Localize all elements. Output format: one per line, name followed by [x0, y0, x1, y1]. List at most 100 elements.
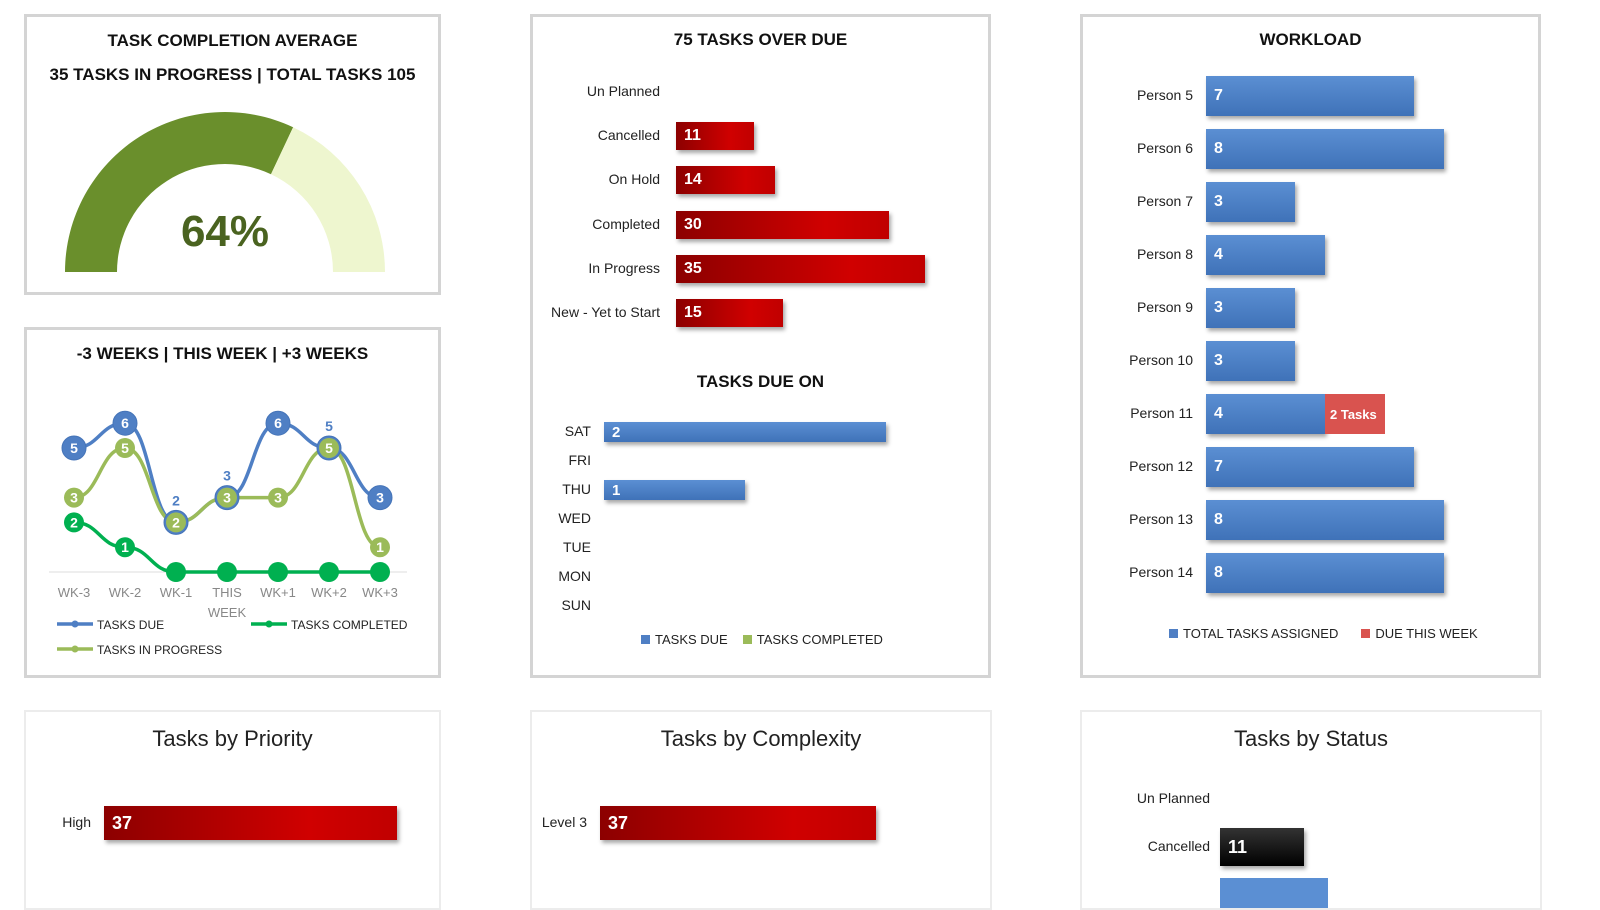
- category-label: Person 9: [1136, 299, 1193, 315]
- data-point: [367, 485, 393, 511]
- bar: 7: [1206, 76, 1415, 116]
- bar: 1: [604, 480, 745, 500]
- line-title: -3 WEEKS | THIS WEEK | +3 WEEKS: [76, 344, 369, 363]
- category-label: Person 14: [1129, 564, 1193, 580]
- bar: 4: [1206, 235, 1325, 275]
- legend-label: DUE THIS WEEK: [1375, 626, 1478, 641]
- bar: 15: [676, 299, 783, 327]
- legend-swatch: [641, 635, 650, 644]
- category-label: Person 7: [1136, 193, 1193, 209]
- legend-swatch: [742, 635, 752, 644]
- bar-value-label: 37: [112, 812, 133, 833]
- bar: 30: [676, 210, 889, 239]
- x-tick-label: THIS: [212, 585, 242, 600]
- category-label: Un Planned: [1136, 790, 1210, 806]
- bar-value-label: 3: [1214, 352, 1223, 369]
- data-label: 6: [121, 415, 129, 431]
- data-label: 3: [223, 490, 231, 506]
- gauge-filled-arc: [65, 111, 294, 272]
- legend-label: TASKS IN PROGRESS: [97, 643, 222, 657]
- data-label: 2: [172, 492, 180, 508]
- bar-value-label: 37: [608, 812, 629, 833]
- category-label: Un Planned: [586, 83, 660, 99]
- legend-label: TASKS DUE: [97, 618, 164, 632]
- data-label: 2: [70, 514, 78, 530]
- x-tick-label: WK-2: [109, 585, 142, 600]
- data-label: 5: [325, 440, 333, 456]
- bar: 37: [600, 806, 877, 840]
- category-label: SAT: [564, 423, 591, 439]
- data-point: [370, 562, 390, 582]
- category-label: In Progress: [588, 259, 660, 276]
- legend-label: TASKS DUE: [655, 632, 728, 647]
- legend-label: TASKS COMPLETED: [756, 632, 883, 647]
- category-label: On Hold: [608, 171, 660, 188]
- x-tick-label: WK+2: [311, 585, 347, 600]
- due-on-legend: TASKS DUE TASKS COMPLETED: [641, 632, 883, 647]
- data-label: 2: [172, 514, 180, 530]
- bar: 11: [676, 122, 755, 151]
- workload-title: WORKLOAD: [1259, 30, 1362, 49]
- bar: 37: [104, 806, 398, 840]
- data-point: [217, 487, 237, 508]
- category-label: High: [62, 814, 91, 830]
- gauge-remaining-arc: [270, 127, 385, 272]
- bar: 3: [1206, 288, 1296, 328]
- legend-label: TASKS COMPLETED: [291, 618, 408, 632]
- data-point: [115, 438, 135, 458]
- bar-value-label: 8: [1214, 511, 1223, 528]
- bar-value-label: 7: [1214, 87, 1223, 104]
- category-label: Person 11: [1130, 405, 1193, 421]
- line-chart: WK-3 WK-2 WK-1 THIS WEEK WK+1 WK+2 WK+3 2 1 5 6 2 3 6 5…: [49, 410, 408, 657]
- due-this-week-bar: 2 Tasks: [1325, 394, 1385, 434]
- category-label: Person 8: [1136, 246, 1193, 262]
- data-label: 1: [121, 539, 129, 555]
- x-tick-label: WK-3: [58, 585, 91, 600]
- bar-value-label: 3: [1214, 299, 1223, 316]
- bar-value-label: 8: [1214, 564, 1223, 581]
- overdue-title: 75 TASKS OVER DUE: [673, 30, 848, 49]
- bar: 3: [1206, 341, 1296, 381]
- data-label: 5: [70, 440, 78, 456]
- data-label: 3: [70, 490, 78, 506]
- bar: 8: [1206, 129, 1444, 169]
- data-point: [112, 410, 138, 436]
- data-label: 1: [376, 539, 384, 555]
- category-label: WED: [558, 510, 591, 526]
- category-label: MON: [558, 568, 591, 584]
- x-tick-label: WK+1: [260, 585, 296, 600]
- data-point: [61, 435, 87, 461]
- x-tick-label: WK-1: [160, 585, 193, 600]
- legend-marker: [71, 620, 79, 628]
- bar-value-label: 2: [612, 423, 621, 441]
- status-title: Tasks by Status: [1233, 726, 1389, 751]
- bar-value-label: 3: [1214, 193, 1223, 210]
- bar-value-label: 11: [684, 127, 701, 145]
- due-on-title: TASKS DUE ON: [696, 372, 825, 391]
- category-label: Completed: [592, 215, 660, 232]
- bar: 7: [1206, 447, 1415, 487]
- category-label: Cancelled: [597, 127, 660, 144]
- bar-value-label: 8: [1214, 140, 1223, 157]
- data-point: [370, 537, 390, 558]
- workload-panel: WORKLOAD Person 5 7 Person 6 8 Person 7 3 Pers…: [1080, 14, 1541, 678]
- overdue-panel: 75 TASKS OVER DUE Un Planned Cancelled 11 O…: [530, 14, 991, 678]
- category-label: Cancelled: [1147, 838, 1210, 854]
- data-label: 5: [325, 418, 333, 434]
- category-label: THU: [562, 481, 591, 497]
- data-point: [166, 512, 186, 533]
- data-label: 3: [376, 490, 384, 506]
- data-point: [115, 537, 135, 558]
- data-point: [64, 512, 84, 533]
- data-point: [64, 487, 84, 508]
- data-point: [319, 438, 339, 458]
- gauge-value-label: 64%: [181, 207, 269, 256]
- category-label: New - Yet to Start: [551, 304, 660, 320]
- data-point: [319, 562, 339, 582]
- bar-value-label: 2 Tasks: [1330, 406, 1377, 422]
- bar-value-label: 1: [612, 481, 621, 499]
- bar: 11: [1220, 828, 1304, 866]
- complexity-title: Tasks by Complexity: [660, 726, 862, 751]
- legend-label: TOTAL TASKS ASSIGNED: [1183, 626, 1339, 641]
- category-label: FRI: [568, 452, 591, 468]
